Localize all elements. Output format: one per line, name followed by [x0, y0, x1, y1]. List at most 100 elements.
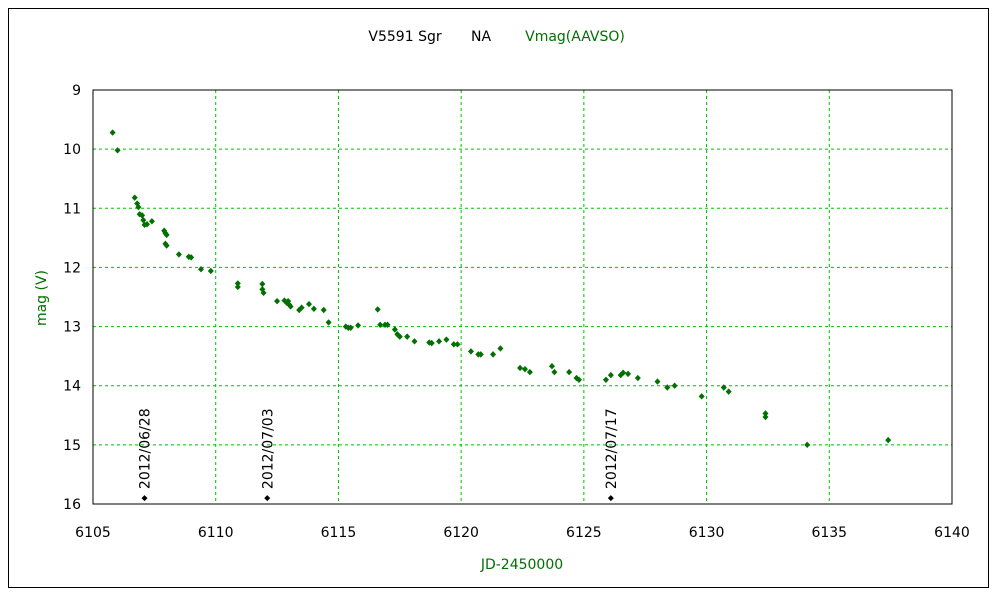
data-point [207, 267, 214, 275]
x-tick-label: 6140 [934, 525, 970, 541]
data-point [305, 300, 312, 308]
data-point [325, 319, 332, 326]
data-point [143, 221, 150, 228]
chart-title-series: Vmag(AAVSO) [525, 29, 625, 45]
y-axis-label: mag (V) [34, 270, 50, 326]
data-points [109, 129, 892, 449]
data-point [374, 306, 381, 313]
data-point [197, 266, 204, 273]
data-point [260, 289, 267, 297]
data-point [521, 365, 528, 373]
data-point [671, 382, 678, 389]
data-point [575, 376, 582, 383]
x-tick-label: 6115 [321, 525, 357, 541]
data-point [396, 333, 403, 340]
data-point [602, 376, 609, 383]
data-point [310, 305, 317, 313]
data-point [436, 338, 443, 345]
data-point [762, 410, 769, 417]
data-point [131, 194, 138, 201]
x-tick-labels: 6105 6110 6115 6120 6125 6130 6135 6140 [75, 525, 970, 541]
data-point [654, 378, 661, 385]
data-point [428, 339, 435, 347]
y-tick-label: 15 [63, 438, 81, 454]
chart-title-star: V5591 Sgr [368, 29, 441, 45]
data-point [620, 369, 627, 376]
data-point [259, 280, 266, 288]
data-point [517, 364, 524, 372]
data-point [804, 441, 811, 449]
x-tick-label: 6120 [443, 525, 479, 541]
data-point [287, 303, 294, 310]
x-tick-label: 6135 [811, 525, 847, 541]
data-point [698, 393, 705, 400]
y-tick-label: 10 [63, 142, 81, 158]
date-marker-label: 2012/07/17 [604, 408, 620, 489]
data-point [140, 216, 147, 224]
y-tick-label: 13 [63, 320, 81, 336]
data-point [634, 374, 641, 382]
data-point [391, 326, 398, 333]
data-point [135, 203, 142, 211]
data-point [139, 212, 146, 219]
y-tick-label: 14 [63, 379, 81, 395]
data-point [355, 322, 362, 329]
date-markers: 2012/06/28 2012/07/03 2012/07/17 [138, 408, 620, 502]
data-point [404, 333, 411, 340]
data-point [551, 368, 558, 376]
data-point [548, 362, 555, 370]
y-tick-label: 9 [72, 83, 81, 99]
data-point [347, 324, 354, 331]
data-point [274, 297, 281, 305]
y-tick-labels: 9 10 11 12 13 14 15 16 [63, 83, 81, 513]
y-tick-label: 16 [63, 497, 81, 513]
data-point [234, 280, 241, 287]
data-point [175, 251, 182, 258]
data-point [188, 254, 195, 261]
data-point [411, 338, 418, 345]
data-point [163, 242, 170, 249]
chart-title-na: NA [471, 29, 491, 45]
data-point [163, 231, 170, 239]
data-point [148, 218, 155, 225]
date-marker-point [264, 495, 271, 502]
data-point [320, 306, 327, 314]
data-point [298, 304, 305, 311]
data-point [625, 370, 632, 378]
data-point [384, 321, 391, 328]
data-point [450, 341, 457, 348]
date-marker-label: 2012/06/28 [138, 408, 154, 489]
x-tick-label: 6130 [689, 525, 725, 541]
data-point [467, 348, 474, 355]
data-point [490, 351, 497, 358]
x-tick-label: 6110 [198, 525, 234, 541]
data-point [607, 371, 614, 379]
data-point [114, 147, 121, 154]
date-marker-label: 2012/07/03 [260, 408, 276, 489]
date-marker-point [141, 495, 148, 502]
data-point [377, 321, 384, 328]
data-point [477, 351, 484, 358]
data-point [234, 283, 241, 291]
x-tick-label: 6125 [566, 525, 602, 541]
date-marker-point [607, 495, 614, 502]
grid [93, 90, 952, 504]
chart-frame [8, 8, 989, 588]
data-point [497, 345, 504, 352]
data-point [526, 368, 533, 376]
data-point [762, 413, 769, 421]
data-point [885, 436, 892, 444]
plot-area-border [92, 89, 953, 505]
data-point [664, 384, 671, 391]
data-point [566, 368, 573, 376]
y-tick-label: 11 [63, 201, 81, 217]
data-point [109, 129, 116, 136]
x-tick-label: 6105 [75, 525, 111, 541]
x-axis-label: JD-2450000 [480, 557, 563, 573]
data-point [443, 336, 450, 343]
data-point [725, 388, 732, 395]
data-point [720, 384, 727, 391]
data-point [454, 341, 461, 348]
y-tick-label: 12 [63, 260, 81, 276]
